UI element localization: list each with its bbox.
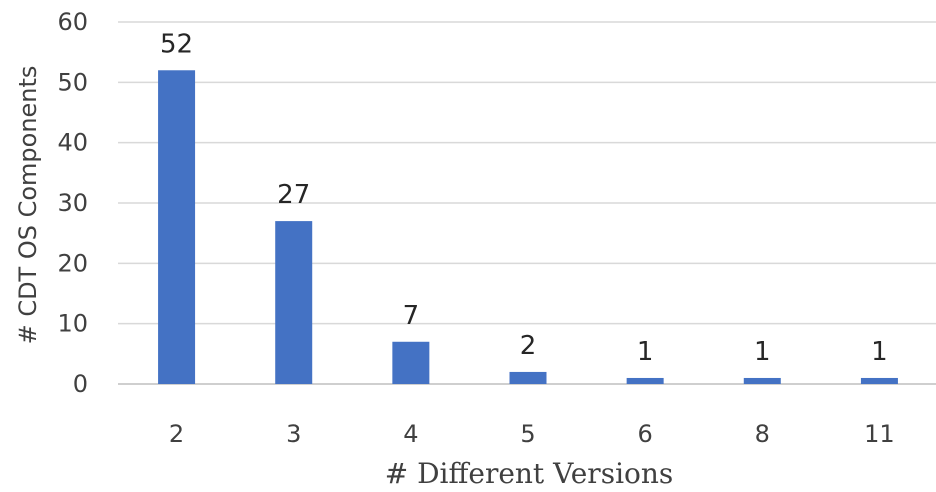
bar <box>626 377 664 384</box>
y-axis-ticks: 0 10 20 30 40 50 60 <box>57 8 88 398</box>
x-tick-label: 4 <box>403 420 418 448</box>
x-axis-ticks: 2 3 4 5 6 8 11 <box>169 420 895 448</box>
x-tick-label: 5 <box>520 420 535 448</box>
x-axis-label: # Different Versions <box>385 457 674 490</box>
bar <box>158 70 196 385</box>
y-axis-label: # CDT OS Components <box>14 66 42 345</box>
x-tick-label: 6 <box>638 420 653 448</box>
y-tick-label: 20 <box>57 249 88 277</box>
data-label: 7 <box>403 301 420 331</box>
bar-layer <box>158 70 898 385</box>
x-tick-label: 2 <box>169 420 184 448</box>
y-tick-label: 50 <box>57 68 88 96</box>
grid-layer <box>118 21 936 385</box>
data-label: 2 <box>520 331 537 361</box>
data-label: 1 <box>754 337 771 367</box>
y-tick-label: 60 <box>57 8 88 36</box>
data-label: 52 <box>160 29 193 59</box>
bar <box>509 371 547 384</box>
data-label-layer: 52 27 7 2 1 1 1 <box>160 29 888 367</box>
bar <box>743 377 781 384</box>
bar <box>392 341 430 384</box>
y-tick-label: 0 <box>73 370 88 398</box>
bar <box>275 221 313 384</box>
data-label: 27 <box>277 180 310 210</box>
y-tick-label: 40 <box>57 129 88 157</box>
x-tick-label: 8 <box>755 420 770 448</box>
bar <box>860 377 898 384</box>
data-label: 1 <box>871 337 888 367</box>
x-tick-label: 3 <box>286 420 301 448</box>
data-label: 1 <box>637 337 654 367</box>
y-tick-label: 30 <box>57 189 88 217</box>
y-tick-label: 10 <box>57 310 88 338</box>
x-tick-label: 11 <box>864 420 895 448</box>
